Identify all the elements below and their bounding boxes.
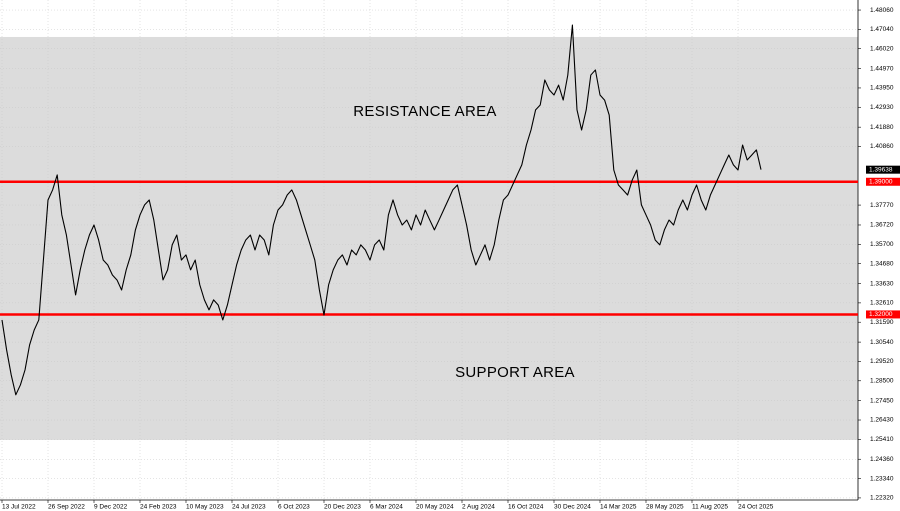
y-tick-label: 1.34680	[870, 260, 894, 267]
x-tick-label: 13 Jul 2022	[2, 504, 36, 511]
level-badge	[866, 177, 900, 186]
y-tick-label: 1.28500	[870, 377, 894, 384]
x-tick-label: 2 Aug 2024	[462, 504, 495, 511]
y-tick-label: 1.43950	[870, 85, 894, 92]
x-tick-label: 24 Oct 2025	[738, 504, 774, 511]
x-tick-label: 20 Dec 2023	[324, 504, 361, 511]
x-tick-label: 10 May 2023	[186, 504, 224, 511]
y-tick-label: 1.25410	[870, 436, 894, 443]
y-tick-label: 1.36720	[870, 222, 894, 229]
x-tick-label: 28 May 2025	[646, 504, 684, 511]
y-tick-label: 1.48060	[870, 7, 894, 14]
x-tick-label: 26 Sep 2022	[48, 504, 85, 511]
y-tick-label: 1.31590	[870, 319, 894, 326]
y-tick-label: 1.22320	[870, 495, 894, 502]
x-tick-label: 11 Aug 2025	[692, 504, 728, 511]
y-tick-label: 1.35700	[870, 241, 894, 248]
x-tick-label: 6 Oct 2023	[278, 504, 310, 511]
x-tick-label: 24 Feb 2023	[140, 504, 177, 511]
last-price-label: 1.39638	[869, 166, 893, 173]
level-badge	[866, 310, 900, 319]
x-tick-label: 14 Mar 2025	[600, 504, 637, 511]
y-tick-label: 1.40860	[870, 143, 894, 150]
shaded-zone	[0, 36, 858, 440]
x-tick-label: 24 Jul 2023	[232, 504, 266, 511]
x-tick-label: 6 Mar 2024	[370, 504, 403, 511]
level-label: 1.39000	[869, 178, 893, 185]
x-tick-label: 16 Oct 2024	[508, 504, 544, 511]
annotation: RESISTANCE AREA	[353, 103, 496, 120]
y-tick-label: 1.41880	[870, 124, 894, 131]
y-tick-label: 1.27450	[870, 397, 894, 404]
level-label: 1.32000	[869, 311, 893, 318]
last-price-badge	[866, 165, 900, 174]
x-tick-label: 30 Dec 2024	[554, 504, 591, 511]
price-line	[1, 24, 762, 396]
y-tick-label: 1.47040	[870, 26, 894, 33]
y-tick-label: 1.37770	[870, 202, 894, 209]
y-tick-label: 1.33630	[870, 280, 894, 287]
y-tick-label: 1.26430	[870, 417, 894, 424]
annotation: SUPPORT AREA	[455, 364, 575, 381]
y-tick-label: 1.23340	[870, 475, 894, 482]
y-tick-label: 1.46020	[870, 45, 894, 52]
y-tick-label: 1.32610	[870, 300, 894, 307]
y-tick-label: 1.44970	[870, 65, 894, 72]
y-tick-label: 1.24360	[870, 456, 894, 463]
y-tick-label: 1.30540	[870, 339, 894, 346]
x-tick-label: 20 May 2024	[416, 504, 454, 511]
y-tick-label: 1.42930	[870, 104, 894, 111]
x-tick-label: 9 Dec 2022	[94, 504, 128, 511]
y-tick-label: 1.29520	[870, 358, 894, 365]
